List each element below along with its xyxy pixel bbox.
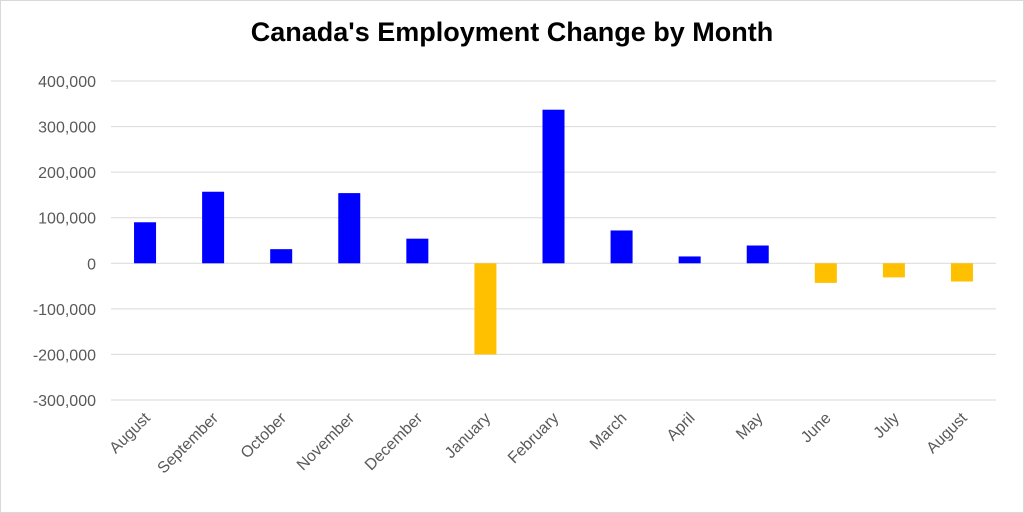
x-category-label: July [871, 410, 903, 442]
x-category-label: September [155, 409, 223, 477]
x-category-label: November [294, 409, 359, 474]
bar [746, 245, 769, 264]
x-category-label: August [924, 409, 972, 457]
bar [270, 249, 293, 264]
y-axis-ticks: 400,000 300,000 200,000 100,000 0 -100,000 -20… [33, 74, 96, 410]
x-category-label: February [505, 410, 562, 467]
x-category-label: June [798, 410, 835, 447]
y-tick-label: -300,000 [33, 393, 96, 410]
y-tick-label: -100,000 [33, 302, 96, 319]
y-tick-label: 200,000 [38, 165, 96, 182]
bar [406, 238, 429, 264]
bar [950, 263, 973, 282]
y-tick-label: 100,000 [38, 211, 96, 228]
bar [202, 191, 225, 264]
y-tick-label: 300,000 [38, 120, 96, 137]
x-category-label: March [587, 410, 630, 453]
x-category-label: January [442, 410, 494, 462]
bar [610, 230, 633, 264]
bar [338, 193, 361, 264]
bar [882, 263, 905, 278]
bar [542, 109, 565, 264]
bar [678, 256, 701, 264]
x-category-label: December [362, 409, 427, 474]
chart-title: Canada's Employment Change by Month [250, 17, 774, 47]
bar [474, 263, 497, 355]
x-category-label: October [238, 409, 291, 462]
x-axis-labels: August September October November December Ja… [107, 409, 972, 477]
bar [814, 263, 837, 283]
x-category-label: April [664, 410, 699, 445]
bar [134, 222, 157, 264]
y-tick-label: 0 [87, 256, 96, 273]
bars [134, 109, 973, 355]
x-category-label: August [107, 409, 155, 457]
x-category-label: May [733, 410, 766, 443]
y-tick-label: 400,000 [38, 74, 96, 91]
y-tick-label: -200,000 [33, 347, 96, 364]
